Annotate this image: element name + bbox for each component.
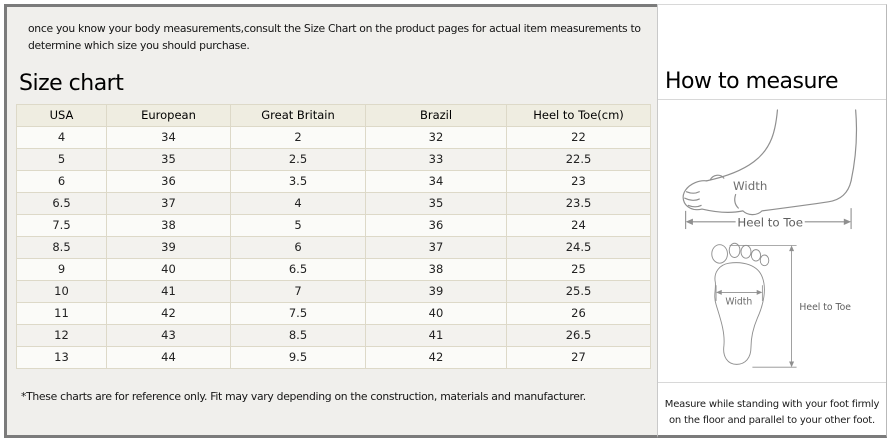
table-cell: 23.5 bbox=[506, 191, 651, 215]
table-cell: 33 bbox=[365, 147, 507, 171]
column-header: Heel to Toe(cm) bbox=[506, 103, 651, 127]
footprint-bottom-view-diagram: Width Heel to Toe bbox=[711, 242, 851, 368]
intro-text: once you know your body measurements,con… bbox=[28, 20, 647, 55]
intro-line-1: once you know your body measurements,con… bbox=[28, 22, 641, 35]
side-width-label: Width bbox=[733, 179, 767, 193]
table-cell: 40 bbox=[106, 257, 231, 281]
size-chart-table: USA European Great Britain Brazil Heel to To… bbox=[16, 103, 651, 369]
table-cell: 41 bbox=[106, 279, 231, 303]
table-cell: 7.5 bbox=[16, 213, 107, 237]
table-row: 8.5 39 6 37 24.5 bbox=[16, 235, 651, 259]
measuring-instructions-line-2: on the floor and parallel to your other … bbox=[669, 414, 875, 426]
table-cell: 22.5 bbox=[506, 147, 651, 171]
table-row: 10 41 7 39 25.5 bbox=[16, 279, 651, 303]
column-header: Brazil bbox=[365, 103, 507, 127]
table-row: 11 42 7.5 40 26 bbox=[16, 301, 651, 325]
table-cell: 7 bbox=[230, 279, 366, 303]
table-cell: 41 bbox=[365, 323, 507, 347]
table-cell: 8.5 bbox=[16, 235, 107, 259]
table-cell: 4 bbox=[16, 125, 107, 149]
footprint-width-label: Width bbox=[725, 297, 752, 308]
table-cell: 36 bbox=[106, 169, 231, 193]
table-cell: 40 bbox=[365, 301, 507, 325]
intro-line-2: determine which size you should purchase… bbox=[28, 39, 250, 53]
table-cell: 9.5 bbox=[230, 345, 366, 369]
table-cell: 43 bbox=[106, 323, 231, 347]
table-cell: 37 bbox=[365, 235, 507, 259]
table-cell: 26.5 bbox=[506, 323, 651, 347]
footprint-heel-to-toe-label: Heel to Toe bbox=[799, 302, 851, 313]
table-cell: 22 bbox=[506, 125, 651, 149]
measuring-instructions-line-1: Measure while standing with your foot fi… bbox=[664, 399, 880, 410]
reference-footnote: *These charts are for reference only. Fi… bbox=[21, 389, 586, 403]
table-cell: 10 bbox=[16, 279, 107, 303]
table-cell: 38 bbox=[365, 257, 507, 281]
how-to-measure-header: How to measure bbox=[658, 5, 886, 100]
foot-side-view-diagram: Width Heel to Toe bbox=[682, 109, 858, 229]
table-cell: 38 bbox=[106, 213, 231, 237]
side-heel-to-toe-label: Heel to Toe bbox=[737, 215, 803, 229]
size-chart-title: Size chart bbox=[19, 70, 124, 96]
column-header: USA bbox=[16, 103, 107, 127]
table-cell: 13 bbox=[16, 345, 107, 369]
table-cell: 2 bbox=[230, 125, 366, 149]
table-row: 6.5 37 4 35 23.5 bbox=[16, 191, 651, 215]
table-cell: 42 bbox=[365, 345, 507, 369]
column-header: Great Britain bbox=[230, 103, 366, 127]
table-cell: 4 bbox=[230, 191, 366, 215]
table-cell: 35 bbox=[106, 147, 231, 171]
how-to-measure-section: How to measure Width Heel to Toe bbox=[657, 4, 887, 438]
table-cell: 27 bbox=[506, 345, 651, 369]
table-cell: 6.5 bbox=[16, 191, 107, 215]
table-cell: 11 bbox=[16, 301, 107, 325]
how-to-measure-title: How to measure bbox=[665, 69, 839, 94]
table-cell: 6 bbox=[16, 169, 107, 193]
table-cell: 26 bbox=[506, 301, 651, 325]
table-cell: 34 bbox=[365, 169, 507, 193]
column-header: European bbox=[106, 103, 231, 127]
table-cell: 37 bbox=[106, 191, 231, 215]
table-header-row: USA European Great Britain Brazil Heel to To… bbox=[16, 103, 651, 127]
table-row: 5 35 2.5 33 22.5 bbox=[16, 147, 651, 171]
table-row: 9 40 6.5 38 25 bbox=[16, 257, 651, 281]
table-cell: 34 bbox=[106, 125, 231, 149]
table-row: 6 36 3.5 34 23 bbox=[16, 169, 651, 193]
table-cell: 25.5 bbox=[506, 279, 651, 303]
table-cell: 25 bbox=[506, 257, 651, 281]
measuring-instructions: Measure while standing with your foot fi… bbox=[658, 382, 886, 428]
table-cell: 24.5 bbox=[506, 235, 651, 259]
table-cell: 9 bbox=[16, 257, 107, 281]
table-row: 12 43 8.5 41 26.5 bbox=[16, 323, 651, 347]
table-cell: 44 bbox=[106, 345, 231, 369]
table-cell: 8.5 bbox=[230, 323, 366, 347]
table-cell: 2.5 bbox=[230, 147, 366, 171]
table-cell: 6.5 bbox=[230, 257, 366, 281]
table-cell: 12 bbox=[16, 323, 107, 347]
size-chart-section: once you know your body measurements,con… bbox=[4, 4, 657, 438]
table-cell: 7.5 bbox=[230, 301, 366, 325]
table-cell: 3.5 bbox=[230, 169, 366, 193]
table-row: 13 44 9.5 42 27 bbox=[16, 345, 651, 369]
table-cell: 24 bbox=[506, 213, 651, 237]
table-row: 4 34 2 32 22 bbox=[16, 125, 651, 149]
table-cell: 42 bbox=[106, 301, 231, 325]
table-row: 7.5 38 5 36 24 bbox=[16, 213, 651, 237]
table-cell: 39 bbox=[365, 279, 507, 303]
table-cell: 5 bbox=[230, 213, 366, 237]
table-cell: 36 bbox=[365, 213, 507, 237]
table-cell: 23 bbox=[506, 169, 651, 193]
table-cell: 5 bbox=[16, 147, 107, 171]
table-cell: 32 bbox=[365, 125, 507, 149]
table-cell: 39 bbox=[106, 235, 231, 259]
table-cell: 35 bbox=[365, 191, 507, 215]
table-cell: 6 bbox=[230, 235, 366, 259]
